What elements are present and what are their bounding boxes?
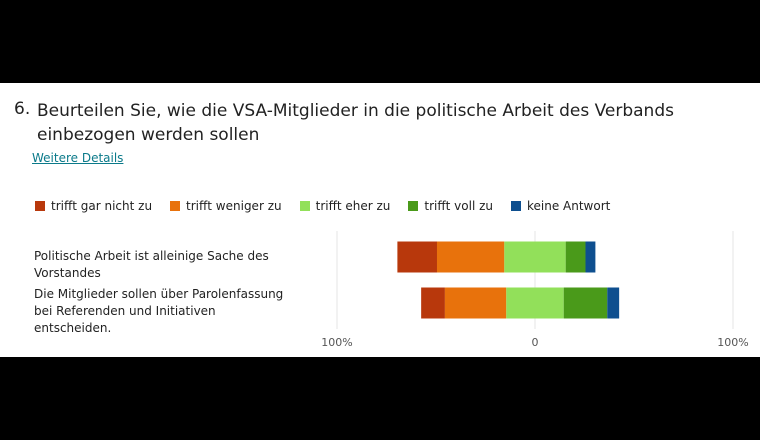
legend-item: trifft gar nicht zu (35, 199, 152, 213)
bar-segment (607, 287, 620, 319)
legend-item: trifft weniger zu (170, 199, 282, 213)
legend-item: keine Antwort (511, 199, 610, 213)
details-link[interactable]: Weitere Details (32, 151, 124, 165)
legend-label: keine Antwort (527, 199, 611, 213)
bar-segment (421, 287, 445, 319)
x-tick-label: 100% (321, 336, 352, 349)
question-panel: 6. Beurteilen Sie, wie die VSA-Mitgliede… (0, 83, 760, 357)
legend-item: trifft voll zu (408, 199, 493, 213)
bar-segment (444, 287, 507, 319)
x-tick-label: 0 (532, 336, 539, 349)
x-tick-label: 100% (717, 336, 748, 349)
category-label: Die Mitglieder sollen über Parolenfassun… (34, 287, 284, 335)
legend-label: trifft gar nicht zu (51, 199, 153, 213)
legend-swatch (511, 201, 521, 211)
bar-segment (585, 241, 596, 273)
legend-label: trifft voll zu (424, 199, 493, 213)
legend-swatch (170, 201, 181, 211)
legend-swatch (35, 201, 45, 211)
bar-segment (565, 241, 586, 273)
chart: 100% 0 100% (321, 231, 749, 349)
bar-segment (436, 241, 505, 273)
bar-segment (504, 241, 566, 273)
bar-segment (506, 287, 564, 319)
bar-segment (563, 287, 608, 319)
bar-segment (397, 241, 437, 273)
legend-swatch (408, 201, 419, 211)
category-label: Politische Arbeit ist alleinige Sache de… (34, 249, 269, 280)
legend-swatch (299, 201, 310, 211)
legend-item: trifft eher zu (299, 199, 391, 213)
legend-label: trifft weniger zu (186, 199, 282, 213)
question-title: Beurteilen Sie, wie die VSA-Mitglieder i… (37, 101, 674, 145)
legend-label: trifft eher zu (315, 199, 391, 213)
question-number: 6. (14, 99, 31, 119)
legend: trifft gar nicht zu trifft weniger zu trif… (35, 199, 610, 213)
